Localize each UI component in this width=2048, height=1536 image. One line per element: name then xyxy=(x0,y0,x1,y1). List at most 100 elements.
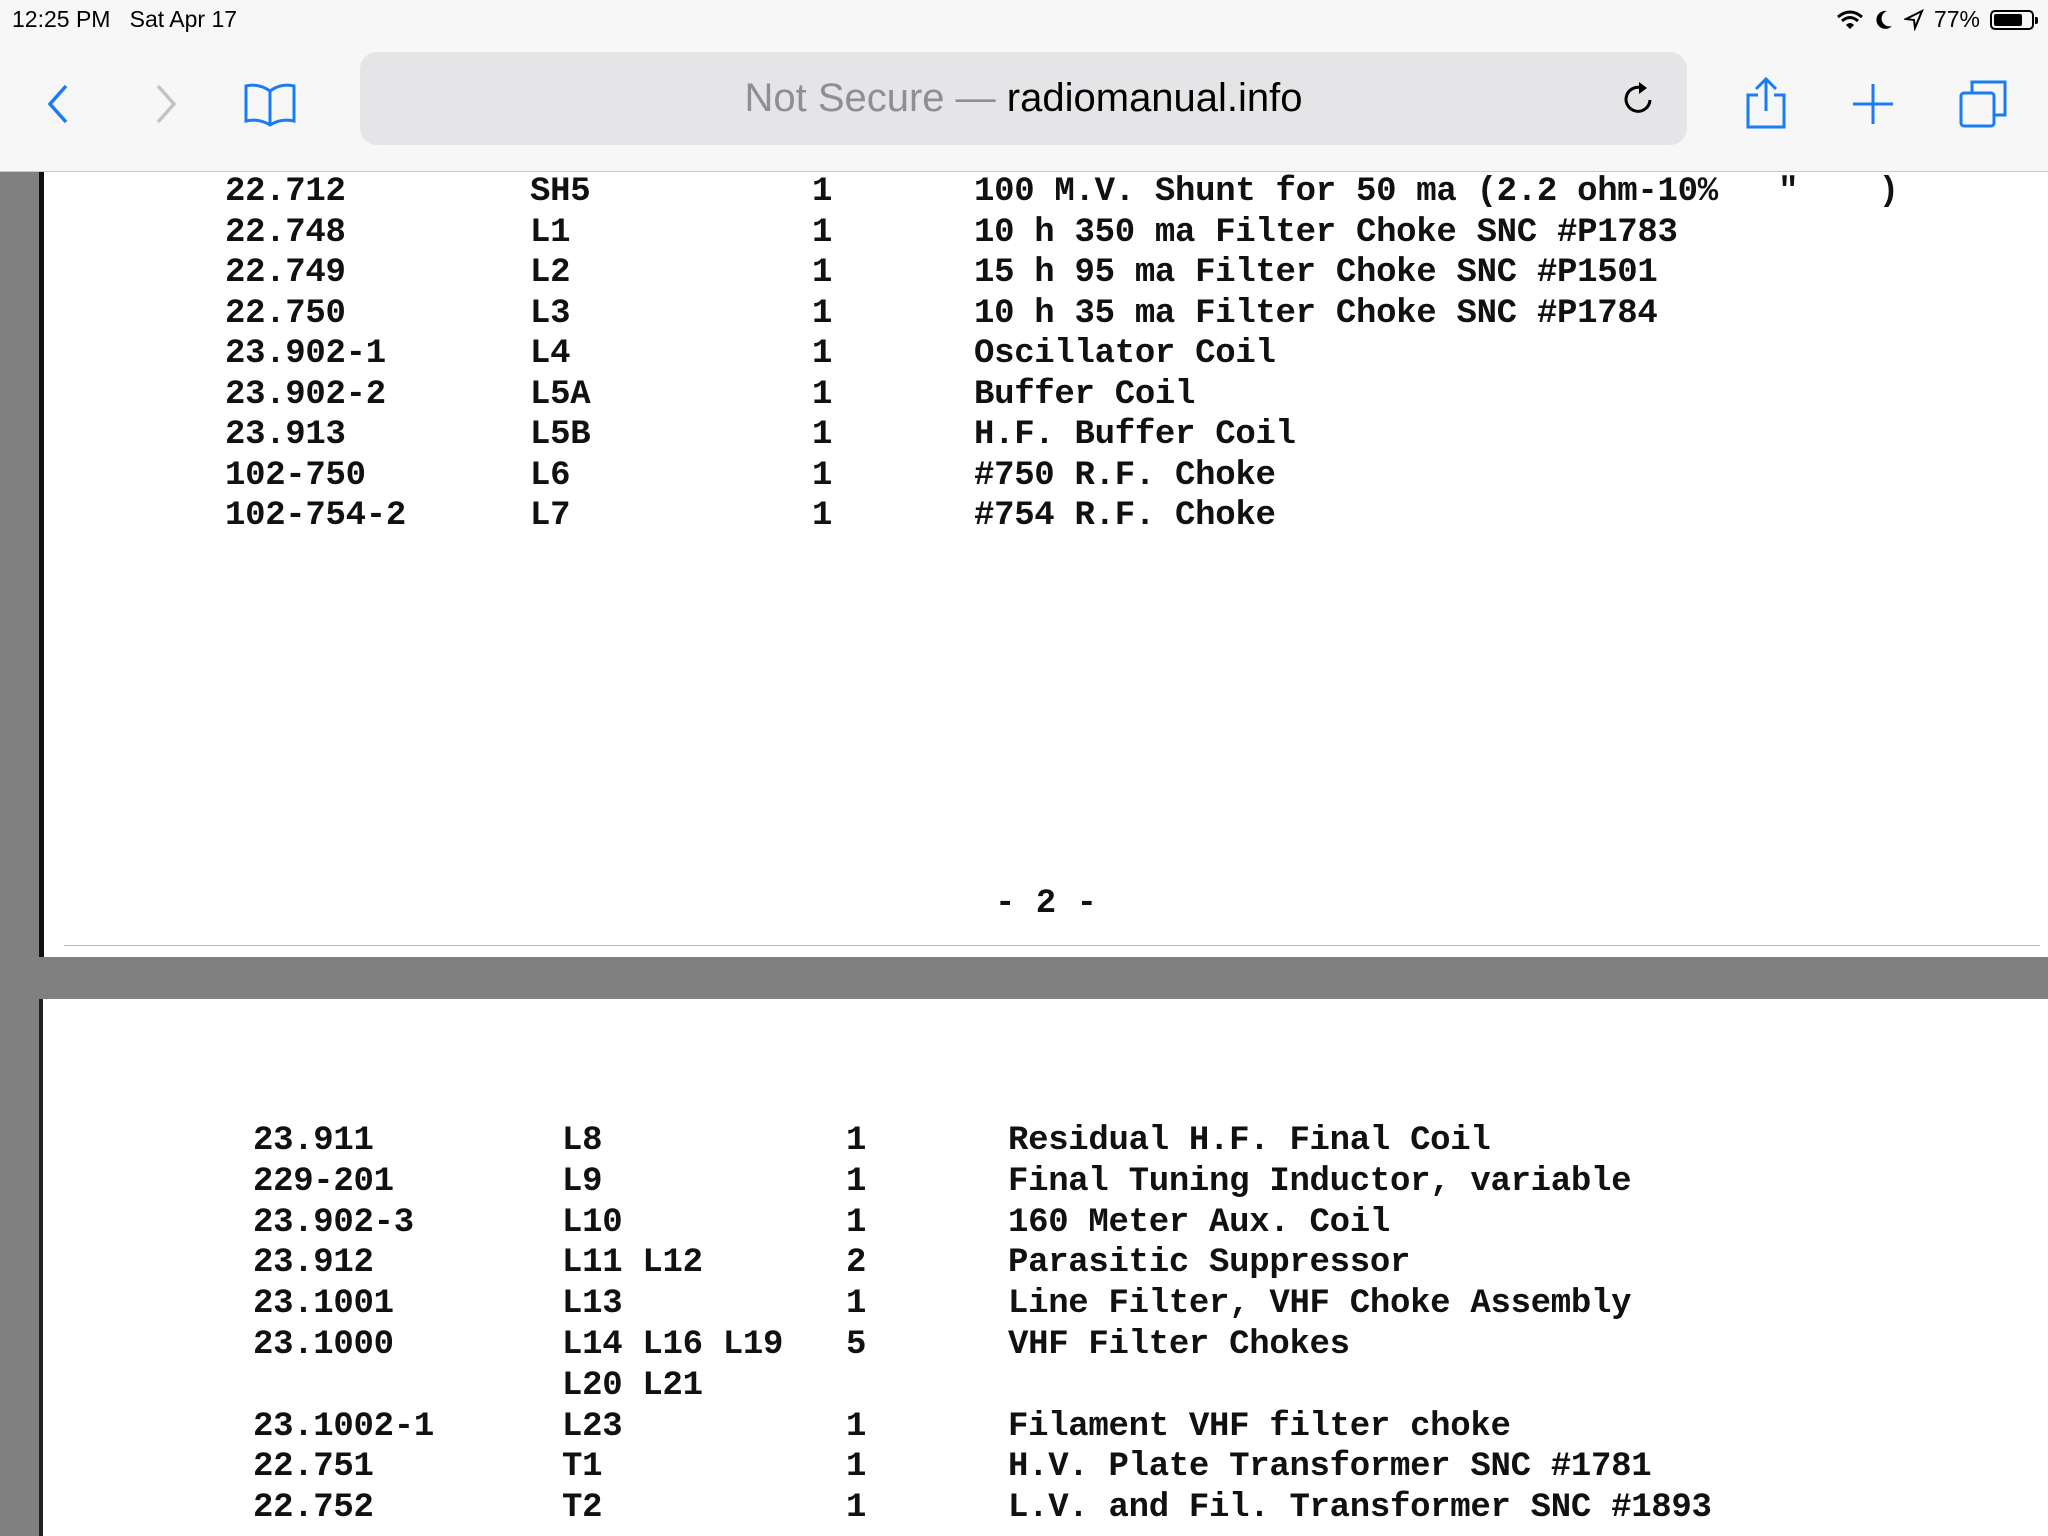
cell-part: 23.913 xyxy=(225,416,346,454)
url-text[interactable]: Not Secure — radiomanual.info xyxy=(360,76,1687,121)
back-chevron-icon xyxy=(47,84,68,124)
cell-ref: L8 xyxy=(562,1122,603,1160)
cell-ref: L1 xyxy=(530,213,571,252)
cell-qty: 1 xyxy=(812,416,833,454)
cell-qty: 1 xyxy=(812,375,833,414)
cell-qty: 1 xyxy=(846,1162,867,1201)
cell-ref: SH5 xyxy=(530,173,591,211)
pdf-page-2: - 2 - 23.914-1SH1-SH22100 M.V. Shunt for… xyxy=(39,130,2048,957)
bookmarks-book-icon xyxy=(244,83,296,127)
cell-part: 23.902-3 xyxy=(253,1203,414,1242)
cell-part: 23.902-1 xyxy=(225,335,386,373)
cell-part: 23.1001 xyxy=(253,1285,394,1324)
cell-part: 22.750 xyxy=(225,294,346,333)
cell-desc: Buffer Coil xyxy=(974,375,1196,414)
cell-desc: 10 h 350 ma Filter Choke SNC #P1783 xyxy=(974,213,1678,252)
moon-icon xyxy=(1876,10,1892,29)
cell-qty: 1 xyxy=(812,335,833,373)
cell-part: 22.748 xyxy=(225,213,346,252)
cell-qty: 1 xyxy=(846,1489,867,1528)
cell-desc: L.V. and Fil. Transformer SNC #1893 xyxy=(1008,1489,1712,1528)
cell-ref: T2 xyxy=(562,1489,603,1528)
battery-percent: 77% xyxy=(1933,6,1980,32)
status-indicators: 77% xyxy=(1836,6,2038,33)
cell-part: 23.912 xyxy=(253,1244,374,1283)
cell-ref: L14 L16 L19 xyxy=(562,1326,784,1364)
share-icon xyxy=(1746,77,1786,129)
cell-qty: 1 xyxy=(812,173,833,211)
cell-ref: L5A xyxy=(530,375,591,414)
cell-desc: 15 h 95 ma Filter Choke SNC #P1501 xyxy=(974,254,1658,292)
battery-icon xyxy=(1990,9,2038,30)
cell-ref: L23 xyxy=(562,1407,623,1446)
reload-button[interactable] xyxy=(1609,68,1669,128)
cell-desc: 160 Meter Aux. Coil xyxy=(1008,1203,1390,1242)
location-arrow-icon xyxy=(1903,8,1924,31)
cell-part: 102-750 xyxy=(225,456,366,495)
cell-desc: Line Filter, VHF Choke Assembly xyxy=(1008,1285,1632,1324)
status-time: 12:25 PM xyxy=(12,6,111,32)
browser-toolbar: Not Secure — radiomanual.info xyxy=(0,40,2048,172)
cell-qty: 1 xyxy=(846,1407,867,1446)
forward-button[interactable] xyxy=(135,74,195,134)
tabs-button[interactable] xyxy=(1953,74,2013,134)
pdf-page-3: 23.911 L8 1 Residual H.F. Final Coil 229-201… xyxy=(39,999,2048,1536)
cell-part: 102-754-2 xyxy=(225,497,406,535)
cell-desc: 100 M.V. Shunt for 50 ma (2.2 ohm-10% " … xyxy=(974,173,1899,211)
cell-part: 23.902-2 xyxy=(225,375,386,414)
status-time-date: 12:25 PM Sat Apr 17 xyxy=(12,6,237,33)
not-secure-label: Not Secure xyxy=(744,76,945,120)
cell-ref: L11 L12 xyxy=(562,1244,703,1283)
cell-desc: H.F. Buffer Coil xyxy=(974,416,1296,454)
page-number: - 2 - xyxy=(994,885,1098,923)
cell-part: 23.1002-1 xyxy=(253,1407,434,1446)
cell-qty: 1 xyxy=(812,213,833,252)
bookmarks-button[interactable] xyxy=(240,74,300,134)
plus-icon xyxy=(1853,84,1893,124)
cell-qty: 1 xyxy=(812,456,833,495)
cell-ref: L5B xyxy=(530,416,591,454)
new-tab-button[interactable] xyxy=(1843,74,1903,134)
tabs-icon xyxy=(1959,80,2007,128)
cell-qty: 2 xyxy=(846,1244,867,1283)
reload-icon xyxy=(1624,82,1652,113)
cell-desc: #754 R.F. Choke xyxy=(974,497,1276,535)
cell-part: 22.749 xyxy=(225,254,346,292)
cell-desc: 10 h 35 ma Filter Choke SNC #P1784 xyxy=(974,294,1658,333)
cell-qty: 1 xyxy=(812,254,833,292)
cell-ref: L3 xyxy=(530,294,571,333)
cell-desc: Oscillator Coil xyxy=(974,335,1276,373)
cell-qty: 1 xyxy=(846,1448,867,1487)
share-button[interactable] xyxy=(1736,74,1796,134)
cell-desc: Final Tuning Inductor, variable xyxy=(1008,1162,1632,1201)
cell-desc: Parasitic Suppressor xyxy=(1008,1244,1411,1283)
cell-ref: L4 xyxy=(530,335,571,373)
cell-desc: Residual H.F. Final Coil xyxy=(1008,1122,1491,1160)
cell-part: 229-201 xyxy=(253,1162,394,1201)
cell-ref: L10 xyxy=(562,1203,623,1242)
cell-part: 22.751 xyxy=(253,1448,374,1487)
status-bar: 12:25 PM Sat Apr 17 77% xyxy=(0,0,2048,40)
cell-part: 23.1000 xyxy=(253,1326,394,1364)
address-bar[interactable]: Not Secure — radiomanual.info xyxy=(360,52,1687,145)
cell-ref: L7 xyxy=(530,497,571,535)
cell-qty: 1 xyxy=(846,1122,867,1160)
cell-part: 22.752 xyxy=(253,1489,374,1528)
page-bottom-rule xyxy=(64,945,2040,946)
cell-ref: L20 L21 xyxy=(562,1366,703,1405)
back-button[interactable] xyxy=(29,74,89,134)
url-domain: radiomanual.info xyxy=(1006,76,1303,120)
cell-ref: L6 xyxy=(530,456,571,495)
battery-level xyxy=(1994,13,2022,26)
status-date: Sat Apr 17 xyxy=(129,6,238,32)
cell-qty: 1 xyxy=(812,497,833,535)
cell-desc: VHF Filter Chokes xyxy=(1008,1326,1350,1364)
cell-part: 22.712 xyxy=(225,173,346,211)
cell-qty: 1 xyxy=(846,1285,867,1324)
forward-chevron-icon xyxy=(156,84,177,124)
cell-qty: 5 xyxy=(846,1326,867,1364)
cell-ref: L13 xyxy=(562,1285,623,1324)
cell-qty: 1 xyxy=(812,294,833,333)
cell-desc: #750 R.F. Choke xyxy=(974,456,1276,495)
cell-ref: T1 xyxy=(562,1448,603,1487)
